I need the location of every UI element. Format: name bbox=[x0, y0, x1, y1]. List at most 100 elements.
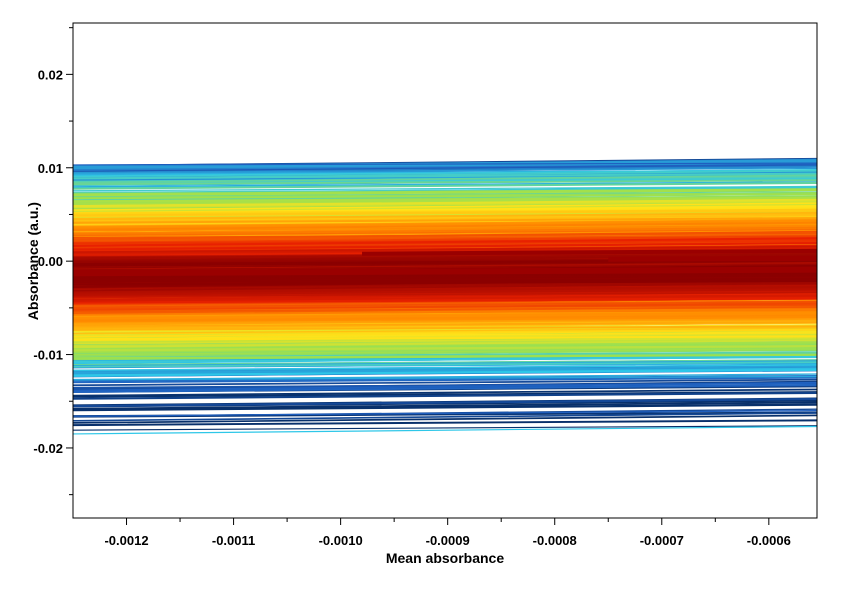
spectrum-line bbox=[72, 169, 818, 178]
spectrum-line bbox=[72, 165, 818, 173]
x-tick-label: -0.0008 bbox=[533, 533, 577, 548]
spectrum-line bbox=[72, 361, 818, 368]
spectrum-line bbox=[72, 228, 818, 237]
spectrum-line bbox=[72, 364, 818, 371]
spectrum-line bbox=[608, 255, 818, 262]
spectrum-line bbox=[72, 388, 818, 397]
spectrum-line bbox=[72, 335, 818, 341]
y-tick-label: 0.01 bbox=[38, 161, 63, 176]
spectrum-line bbox=[72, 167, 818, 174]
spectrum-line bbox=[72, 425, 818, 431]
spectrum-line bbox=[72, 353, 818, 360]
spectrum-line bbox=[72, 273, 818, 281]
spectrum-line bbox=[72, 339, 818, 348]
spectrum-line bbox=[72, 219, 818, 229]
spectrum-line bbox=[72, 224, 818, 232]
spectrum-line bbox=[72, 356, 818, 363]
spectrum-line bbox=[72, 316, 818, 323]
spectrum-line bbox=[72, 226, 818, 235]
spectrum-line bbox=[72, 217, 818, 224]
spectrum-line bbox=[72, 185, 818, 192]
spectrum-line bbox=[72, 277, 818, 284]
spectrum-line bbox=[72, 325, 818, 331]
y-tick-label: -0.01 bbox=[33, 348, 63, 363]
spectrum-line bbox=[72, 378, 818, 387]
x-tick-label: -0.0011 bbox=[212, 533, 255, 548]
spectra-lines bbox=[72, 157, 818, 435]
x-tick-label: -0.0007 bbox=[640, 533, 684, 548]
spectrum-line bbox=[72, 266, 818, 277]
x-tick-label: -0.0006 bbox=[747, 533, 791, 548]
spectrum-line bbox=[72, 172, 818, 180]
spectrum-line bbox=[72, 412, 818, 422]
spectrum-line bbox=[72, 397, 818, 408]
spectrum-line bbox=[72, 391, 818, 398]
spectrum-line bbox=[72, 345, 818, 352]
spectrum-line bbox=[72, 193, 818, 200]
spectrum-line bbox=[72, 337, 818, 345]
spectrum-line bbox=[72, 381, 818, 392]
spectrum-line bbox=[72, 359, 818, 366]
spectrum-line bbox=[72, 414, 818, 424]
spectrum-line bbox=[72, 202, 818, 211]
y-tick-label: 0.02 bbox=[38, 67, 63, 82]
spectrum-line bbox=[72, 312, 818, 320]
x-tick-label: -0.0009 bbox=[426, 533, 470, 548]
spectrum-line bbox=[72, 317, 818, 324]
spectrum-line bbox=[72, 275, 818, 282]
spectrum-line bbox=[72, 349, 818, 357]
spectrum-line bbox=[72, 368, 818, 377]
spectrum-line bbox=[72, 237, 818, 247]
spectrum-line bbox=[72, 294, 818, 302]
spectrum-line bbox=[72, 347, 818, 356]
spectrum-line bbox=[72, 188, 818, 195]
spectrum-line bbox=[72, 321, 818, 327]
spectrum-line bbox=[72, 234, 818, 242]
spectrum-line bbox=[72, 247, 818, 254]
spectrum-line bbox=[72, 376, 818, 382]
spectrum-line bbox=[72, 411, 818, 418]
spectrum-line bbox=[72, 288, 818, 296]
spectrum-line bbox=[72, 360, 818, 366]
spectrum-line bbox=[72, 196, 818, 203]
spectrum-line bbox=[72, 208, 818, 216]
x-tick-label: -0.0012 bbox=[104, 533, 148, 548]
spectrum-line bbox=[72, 306, 818, 313]
spectrum-line bbox=[72, 373, 818, 381]
spectrum-line bbox=[72, 419, 818, 427]
spectrum-line bbox=[72, 200, 818, 209]
spectrum-line bbox=[72, 409, 818, 417]
spectrum-line bbox=[72, 404, 818, 412]
spectrum-line bbox=[72, 198, 818, 208]
plot-frame bbox=[72, 22, 818, 519]
spectrum-line bbox=[72, 297, 818, 304]
spectrum-line bbox=[72, 383, 818, 393]
spectrum-line bbox=[72, 280, 818, 286]
spectrum-line bbox=[72, 331, 818, 340]
spectrum-line bbox=[72, 286, 818, 293]
x-axis: -0.0012 -0.0011 -0.0010 -0.0009 -0.0008 -0.00… bbox=[104, 518, 791, 548]
spectrum-line bbox=[72, 260, 818, 269]
y-axis-label: Absorbance (a.u.) bbox=[25, 202, 41, 320]
spectrum-line bbox=[72, 327, 818, 335]
spectrum-line bbox=[72, 232, 818, 238]
spectrum-line bbox=[72, 351, 818, 359]
spectrum-line bbox=[72, 252, 818, 260]
spectrum-line bbox=[72, 403, 818, 411]
spectrum-line bbox=[72, 225, 818, 234]
spectrum-line bbox=[72, 162, 818, 166]
spectrum-line bbox=[72, 401, 818, 410]
spectrum-line bbox=[362, 248, 818, 256]
spectrum-line bbox=[72, 179, 818, 186]
x-axis-label: Mean absorbance bbox=[386, 550, 504, 566]
y-tick-label: 0.00 bbox=[38, 254, 63, 269]
spectrum-line bbox=[72, 253, 818, 262]
spectrum-line bbox=[72, 211, 818, 221]
spectrum-line bbox=[72, 221, 818, 231]
spectrum-line bbox=[72, 310, 818, 315]
spectrum-line bbox=[72, 302, 818, 311]
spectrum-line bbox=[72, 242, 818, 251]
spectrum-line bbox=[72, 301, 818, 309]
spectrum-line bbox=[72, 425, 818, 435]
